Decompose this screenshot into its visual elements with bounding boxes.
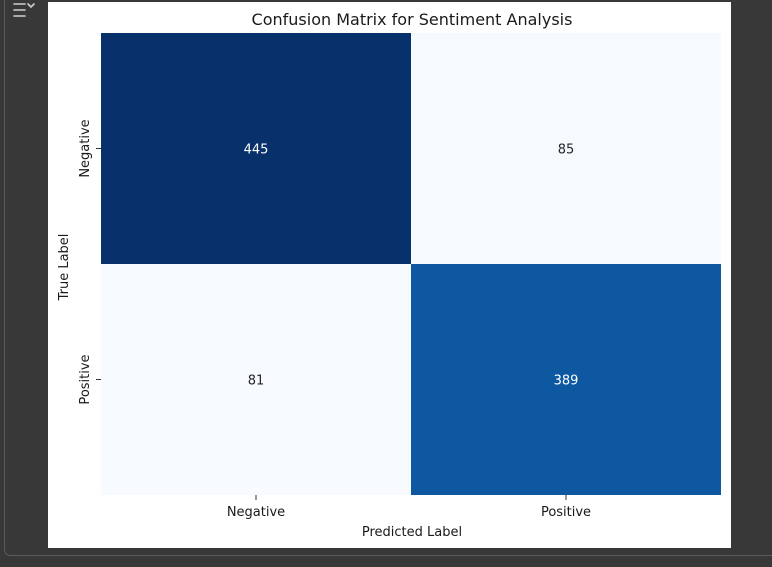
chart-title: Confusion Matrix for Sentiment Analysis xyxy=(252,10,573,29)
x-axis-label: Predicted Label xyxy=(362,525,462,540)
x-tick-label-0: Negative xyxy=(227,505,285,520)
cell-value-label-1-0: 81 xyxy=(248,374,265,389)
y-tick-label-1: Positive xyxy=(78,354,93,404)
figure-canvas: Confusion Matrix for Sentiment Analysis … xyxy=(48,2,731,548)
output-frame xyxy=(4,0,772,556)
cell-value-label-0-0: 445 xyxy=(244,143,269,158)
y-tick-label-0: Negative xyxy=(78,119,93,177)
cell-value-label-0-1: 85 xyxy=(558,143,575,158)
axis-ticks: Negative Positive Negative Positive xyxy=(78,119,591,520)
heatmap-cell-1-0 xyxy=(101,264,411,495)
output-settings-icon[interactable] xyxy=(12,0,36,20)
x-tick-label-1: Positive xyxy=(541,505,591,520)
cell-value-label-1-1: 389 xyxy=(554,374,579,389)
heatmap-cell-1-1 xyxy=(411,264,721,495)
y-axis-label: True Label xyxy=(57,234,72,302)
heatmap-cell-0-0 xyxy=(101,33,411,264)
confusion-matrix-chart: Confusion Matrix for Sentiment Analysis … xyxy=(57,10,721,540)
heatmap-cell-0-1 xyxy=(411,33,721,264)
heatmap-cells: 445 85 81 389 xyxy=(101,33,721,495)
